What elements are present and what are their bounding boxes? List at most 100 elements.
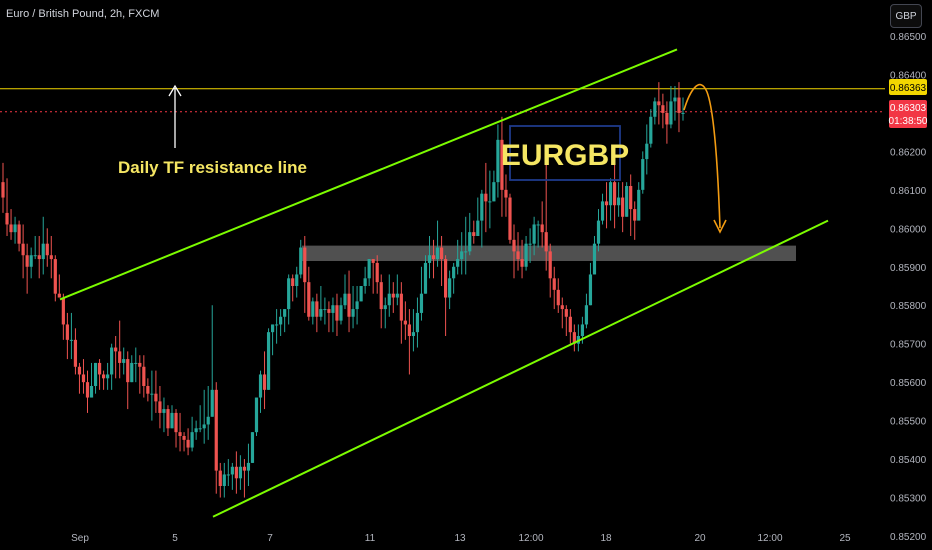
candle-body [592, 243, 597, 275]
candle-body [560, 305, 564, 310]
candle-body [37, 255, 41, 260]
candle-body [528, 243, 532, 245]
candle-body [540, 224, 544, 233]
candle-body [548, 251, 552, 279]
price-tick-label: 0.86200 [890, 147, 927, 158]
candle-body [182, 436, 186, 440]
candle-body [552, 278, 556, 290]
candle-body [319, 309, 323, 317]
candle-body [226, 474, 230, 476]
candle-body [516, 251, 520, 260]
candle-body [250, 432, 255, 463]
currency-button[interactable]: GBP [890, 4, 922, 28]
price-tick-label: 0.86400 [890, 70, 927, 81]
candle-body [649, 116, 653, 144]
candle-body [134, 362, 138, 364]
candle-body [246, 462, 251, 471]
candle-body [238, 466, 242, 479]
candle-body [146, 386, 150, 394]
candle-body [73, 339, 78, 367]
svg-text:0.86363: 0.86363 [890, 83, 927, 94]
candle-body [258, 374, 263, 398]
candle-body [315, 301, 319, 317]
price-tick-label: 0.85400 [890, 455, 927, 466]
candle-body [218, 470, 222, 486]
candle-body [617, 197, 621, 206]
candle-body [532, 224, 536, 244]
candle-body [254, 397, 259, 433]
price-tick-label: 0.85700 [890, 340, 927, 351]
candle-body [69, 339, 74, 341]
candle-body [222, 474, 226, 486]
last-price-tag: 0.86303 01:38:50 [889, 100, 928, 128]
candle-body [556, 289, 560, 306]
candle-body [81, 374, 86, 383]
candle-body [202, 424, 206, 429]
candle-body [653, 101, 657, 117]
candle-body [677, 97, 681, 113]
candle-body [512, 239, 516, 252]
candle-body [178, 432, 182, 436]
candle-body [106, 374, 110, 379]
candle-body [331, 305, 335, 313]
candle-body [17, 224, 21, 244]
candle-body [411, 332, 416, 336]
candle-body [568, 316, 572, 333]
candle-body [367, 259, 371, 279]
candle-body [279, 316, 283, 325]
candle-body [492, 182, 496, 202]
candle-body [21, 243, 25, 256]
candle-body [190, 432, 194, 448]
resistance-price-tag: 0.86363 [889, 79, 927, 95]
candle-body [564, 309, 568, 317]
resistance-arrow [168, 84, 182, 148]
candle-body [391, 293, 395, 298]
candle-body [97, 362, 102, 375]
price-tick-label: 0.86100 [890, 186, 927, 197]
candle-body [270, 324, 275, 333]
time-tick-label: 18 [600, 533, 612, 544]
candle-body [311, 301, 315, 317]
candle-body [452, 266, 456, 279]
candle-body [114, 347, 118, 352]
time-tick-label: 13 [454, 533, 466, 544]
candle-body [154, 393, 158, 402]
time-tick-label: 5 [172, 533, 178, 544]
candle-body [45, 243, 49, 256]
candle-body [130, 362, 134, 383]
candle-body [206, 416, 210, 425]
time-tick-label: 7 [267, 533, 273, 544]
candle-body [572, 332, 576, 344]
candle-body [126, 359, 130, 383]
candle-body [472, 232, 476, 236]
candle-body [435, 247, 440, 260]
candle-body [343, 293, 347, 306]
candle-body [138, 362, 142, 367]
candle-body [150, 393, 154, 395]
candle-body [383, 305, 387, 310]
chart-title: Euro / British Pound, 2h, FXCM [6, 8, 160, 20]
candle-body [122, 359, 126, 363]
time-axis[interactable]: Sep 5 7 11 13 12:00 18 20 12:00 25 [71, 533, 851, 544]
candle-body [359, 286, 363, 302]
candle-body [291, 278, 295, 286]
candle-body [608, 182, 613, 206]
candles [1, 82, 685, 498]
candle-body [439, 247, 444, 260]
candle-body [101, 374, 106, 379]
candle-body [53, 259, 57, 294]
candle-body [431, 255, 436, 260]
candle-body [275, 324, 279, 326]
candle-body [476, 220, 480, 236]
candle-body [661, 105, 665, 113]
candle-body [612, 182, 617, 206]
candle-body [283, 309, 287, 317]
candle-body [198, 428, 202, 430]
candle-body [604, 201, 609, 206]
channel-upper-line [59, 48, 678, 301]
candle-body [93, 362, 98, 386]
candle-body [214, 389, 218, 471]
channel-lower-line [212, 219, 829, 518]
candle-body [637, 189, 641, 221]
